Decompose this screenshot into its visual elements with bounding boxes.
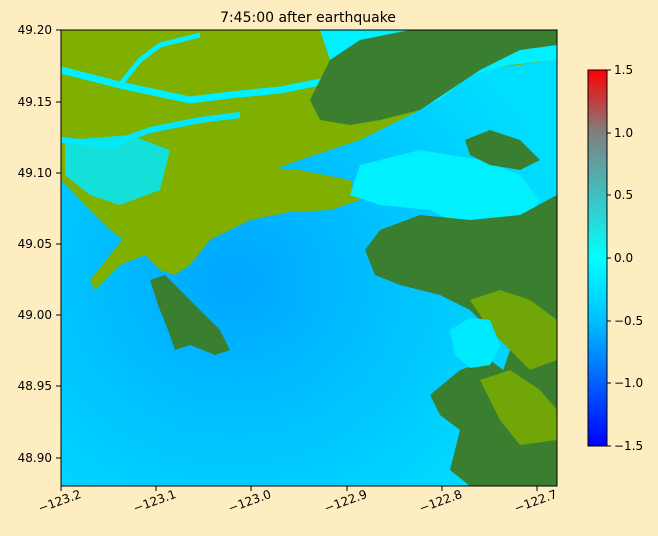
chart-title: 7:45:00 after earthquake	[220, 10, 396, 26]
y-tick-label: 49.05	[18, 237, 52, 251]
colorbar-tick-label: 1.0	[614, 126, 633, 140]
y-tick-label: 49.15	[18, 95, 52, 109]
lowland-fringe-east	[470, 290, 557, 370]
river-channel-north	[118, 32, 201, 87]
colorbar-tick-label: 0.0	[614, 251, 633, 265]
colorbar-tick-label: 0.5	[614, 188, 633, 202]
x-tick-label: −123.0	[226, 487, 273, 515]
flooded-area-west	[65, 135, 170, 205]
x-axis: −123.2 −123.1 −123.0 −122.9 −122.8 −122.…	[36, 486, 559, 515]
upland-small-island	[465, 130, 540, 170]
upland-point-roberts	[150, 275, 230, 355]
y-tick-label: 49.20	[18, 23, 52, 37]
colorbar-tick-label: −1.0	[614, 376, 643, 390]
x-tick-label: −123.2	[36, 487, 83, 515]
colorbar-tick-label: 1.5	[614, 63, 633, 77]
y-tick-label: 48.90	[18, 451, 52, 465]
map-plot-area	[61, 30, 557, 486]
y-axis: 48.90 48.95 49.00 49.05 49.10 49.15 49.2…	[18, 23, 61, 465]
flooded-bay-south	[450, 318, 500, 368]
y-tick-label: 48.95	[18, 379, 52, 393]
axes-frame	[60, 29, 558, 487]
y-tick-label: 49.00	[18, 308, 52, 322]
colorbar-tick-label: −1.5	[614, 439, 643, 453]
x-tick-label: −122.8	[417, 487, 464, 515]
x-tick-label: −122.9	[322, 487, 369, 515]
lowland-fringe-south	[480, 370, 557, 445]
river-channel	[61, 66, 331, 104]
colorbar-tick-label: −0.5	[614, 314, 643, 328]
flooded-bay-north	[350, 150, 540, 230]
colorbar: −1.5 −1.0 −0.5 0.0 0.5 1.0 1.5	[587, 63, 643, 453]
x-tick-label: −122.7	[512, 487, 559, 515]
x-tick-label: −123.1	[131, 487, 178, 515]
colorbar-gradient	[587, 69, 608, 447]
upland-north-east	[310, 30, 557, 125]
y-tick-label: 49.10	[18, 166, 52, 180]
